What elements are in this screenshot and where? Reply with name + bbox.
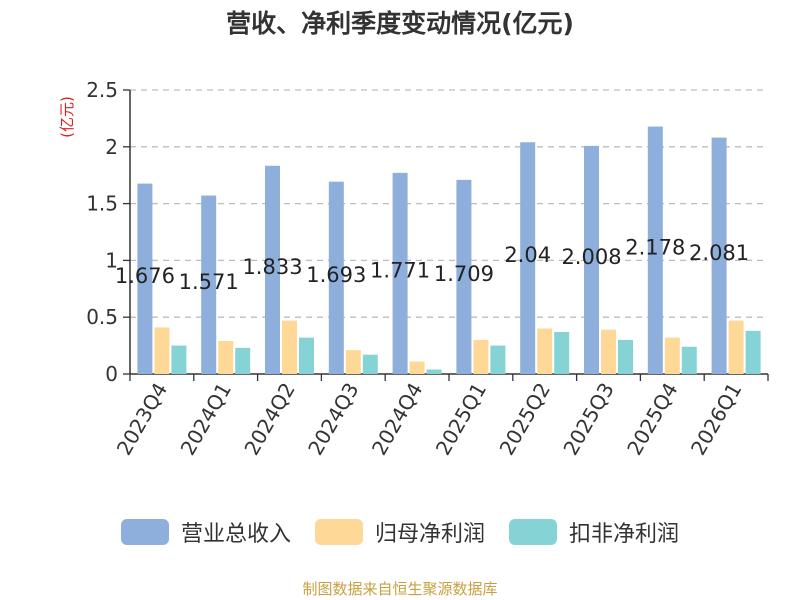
bar-2024Q4-2: [409, 361, 425, 374]
bar-2024Q1-1: [201, 195, 217, 374]
bar-2024Q4-3: [426, 369, 442, 374]
y-axis-label: (亿元): [58, 96, 76, 138]
chart-title: 营收、净利季度变动情况(亿元): [226, 9, 574, 38]
source-note: 制图数据来自恒生聚源数据库: [302, 580, 498, 598]
bar-2024Q1-2: [218, 341, 234, 374]
bar-2025Q1-3: [490, 345, 506, 374]
x-tick-label: 2025Q1: [431, 379, 491, 460]
y-tick-label: 0.5: [86, 305, 118, 329]
bar-2024Q2-3: [299, 337, 314, 374]
x-tick-label: 2023Q4: [112, 379, 172, 460]
legend-swatch-deducted-net-profit: [509, 519, 557, 545]
legend-item-deducted-net-profit[interactable]: 扣非净利润: [509, 516, 679, 548]
y-tick-label: 1.5: [86, 192, 118, 216]
bar-2025Q4-2: [664, 337, 680, 374]
bar-2024Q3-1: [328, 181, 344, 374]
x-tick-label: 2024Q3: [303, 379, 363, 460]
bar-2023Q4-1: [137, 183, 153, 374]
x-tick-label: 2024Q1: [176, 379, 236, 460]
bar-2024Q4-1: [392, 172, 408, 374]
legend: 营业总收入 归母净利润 扣非净利润: [0, 516, 800, 548]
data-label: 1.676: [115, 264, 175, 288]
legend-label-deducted-net-profit: 扣非净利润: [569, 522, 680, 547]
bar-2024Q3-2: [345, 350, 361, 374]
data-label: 1.709: [434, 262, 494, 286]
data-label: 2.178: [625, 235, 685, 259]
x-tick-label: 2026Q1: [686, 379, 746, 460]
y-tick-label: 1: [105, 248, 118, 272]
bar-2025Q4-1: [647, 126, 663, 375]
data-label: 1.693: [306, 263, 366, 287]
legend-swatch-revenue: [120, 519, 169, 545]
legend-item-revenue[interactable]: 营业总收入: [120, 516, 291, 548]
bar-2025Q4-3: [681, 346, 697, 374]
data-label: 1.833: [242, 255, 302, 279]
y-tick-label: 0: [105, 362, 118, 386]
bar-2026Q1-1: [711, 137, 727, 374]
bar-2024Q1-3: [235, 347, 251, 374]
x-tick-label: 2024Q2: [239, 379, 299, 460]
bar-2025Q2-3: [554, 331, 570, 374]
data-label: 1.571: [179, 270, 239, 294]
bar-2025Q3-2: [601, 329, 616, 374]
legend-item-net-profit[interactable]: 归母净利润: [314, 516, 485, 548]
bar-2023Q4-2: [154, 327, 170, 374]
bar-2024Q2-2: [282, 320, 297, 374]
bar-2024Q2-1: [265, 165, 280, 374]
bar-2024Q3-3: [362, 354, 378, 374]
x-tick-label: 2024Q4: [367, 379, 427, 460]
bar-2025Q1-1: [456, 179, 472, 374]
legend-label-revenue: 营业总收入: [180, 522, 291, 547]
y-tick-label: 2: [105, 135, 118, 159]
data-label: 2.008: [561, 245, 621, 269]
bar-2025Q3-1: [584, 145, 599, 374]
data-label: 2.081: [689, 241, 749, 265]
legend-swatch-net-profit: [314, 519, 363, 545]
data-label: 1.771: [370, 258, 430, 282]
bar-2023Q4-3: [171, 345, 187, 374]
legend-label-net-profit: 归母净利润: [374, 522, 485, 547]
x-tick-label: 2025Q2: [495, 379, 555, 460]
y-tick-label: 2.5: [86, 78, 118, 102]
x-tick-label: 2025Q4: [622, 379, 682, 460]
bar-2025Q2-1: [520, 142, 536, 374]
data-label: 2.04: [504, 243, 551, 267]
bar-2025Q2-2: [537, 328, 553, 374]
x-tick-label: 2025Q3: [558, 379, 618, 460]
bar-2025Q3-3: [618, 339, 633, 374]
bar-2026Q1-3: [745, 330, 761, 374]
bar-2026Q1-2: [728, 320, 744, 374]
bar-2025Q1-2: [473, 339, 489, 374]
